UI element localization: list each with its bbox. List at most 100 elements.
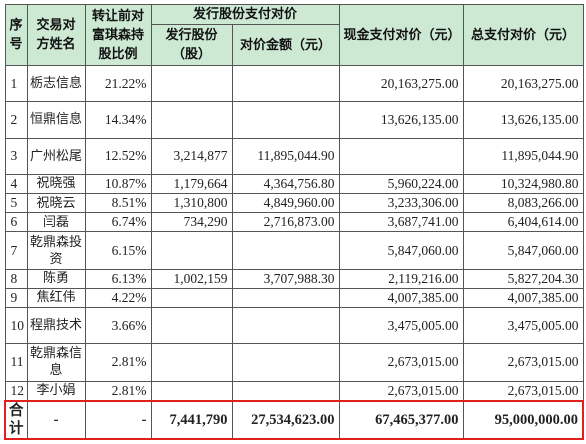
cell-ratio: 14.34% <box>84 101 152 139</box>
cell-cash <box>338 137 464 175</box>
cell-share-amount: 11,895,044.90 <box>231 137 340 175</box>
cell-ratio: 8.51% <box>84 192 152 214</box>
cell-total: 20,163,275.00 <box>462 64 584 103</box>
cell-seq: 1 <box>4 64 28 103</box>
cell-name: 乾鼎森投资 <box>26 231 86 270</box>
header-ratio: 转让前对富琪森持股比例 <box>84 4 152 66</box>
cell-share-amount: 4,849,960.00 <box>231 192 340 214</box>
cell-share-amount <box>231 287 340 309</box>
cell-cash: 3,475,005.00 <box>338 307 464 345</box>
total-cash: 67,465,377.00 <box>338 400 464 440</box>
cell-seq: 2 <box>4 101 28 139</box>
cell-ratio: 3.66% <box>84 307 152 345</box>
total-ratio: - <box>84 400 152 440</box>
cell-seq: 3 <box>4 137 28 175</box>
cell-total: 5,827,204.30 <box>462 268 584 289</box>
header-share-amount: 对价金额（元） <box>231 24 340 66</box>
table-row: 4 祝晓强 10.87% 1,179,664 4,364,756.80 5,960,224… <box>4 173 584 194</box>
cell-shares <box>150 307 233 345</box>
cell-shares <box>150 64 233 103</box>
cell-ratio: 4.22% <box>84 287 152 309</box>
cell-cash: 2,673,015.00 <box>338 380 464 402</box>
cell-cash: 2,673,015.00 <box>338 343 464 382</box>
cell-seq: 7 <box>4 231 28 270</box>
table-row: 7 乾鼎森投资 6.15% 5,847,060.00 5,847,060.00 <box>4 231 584 270</box>
table-row: 11 乾鼎森信息 2.81% 2,673,015.00 2,673,015.00 <box>4 343 584 382</box>
cell-cash: 5,960,224.00 <box>338 173 464 194</box>
cell-ratio: 2.81% <box>84 343 152 382</box>
table-row: 8 陈勇 6.13% 1,002,159 3,707,988.30 2,119,216.0… <box>4 268 584 289</box>
cell-ratio: 10.87% <box>84 173 152 194</box>
cell-total: 2,673,015.00 <box>462 343 584 382</box>
cell-total: 4,007,385.00 <box>462 287 584 309</box>
cell-shares <box>150 380 233 402</box>
cell-shares: 3,214,877 <box>150 137 233 175</box>
cell-shares <box>150 287 233 309</box>
cell-ratio: 6.74% <box>84 212 152 233</box>
cell-name: 栃志信息 <box>26 64 86 103</box>
cell-share-amount: 3,707,988.30 <box>231 268 340 289</box>
cell-shares: 1,310,800 <box>150 192 233 214</box>
cell-cash: 3,233,306.00 <box>338 192 464 214</box>
cell-share-amount <box>231 101 340 139</box>
cell-seq: 12 <box>4 380 28 402</box>
cell-name: 程鼎技术 <box>26 307 86 345</box>
cell-shares <box>150 343 233 382</box>
total-total: 95,000,000.00 <box>462 400 585 440</box>
cell-shares <box>150 231 233 270</box>
cell-share-amount <box>231 380 340 402</box>
cell-name: 祝晓云 <box>26 192 86 214</box>
cell-share-amount <box>231 231 340 270</box>
cell-cash: 2,119,216.00 <box>338 268 464 289</box>
cell-name: 闫磊 <box>26 212 86 233</box>
header-cash: 现金支付对价（元） <box>338 4 464 66</box>
header-party: 交易对方姓名 <box>26 4 86 66</box>
cell-seq: 8 <box>4 268 28 289</box>
header-share-payment: 发行股份支付对价 <box>150 4 340 25</box>
cell-cash: 4,007,385.00 <box>338 287 464 309</box>
cell-name: 焦红伟 <box>26 287 86 309</box>
cell-total: 5,847,060.00 <box>462 231 584 270</box>
total-shares: 7,441,790 <box>150 400 233 440</box>
total-share-amount: 27,534,623.00 <box>231 400 340 440</box>
cell-total: 8,083,266.00 <box>462 192 584 214</box>
table-row: 1 栃志信息 21.22% 20,163,275.00 20,163,275.00 <box>4 64 584 103</box>
table-row: 2 恒鼎信息 14.34% 13,626,135.00 13,626,135.00 <box>4 101 584 139</box>
table-row: 10 程鼎技术 3.66% 3,475,005.00 3,475,005.00 <box>4 307 584 345</box>
cell-cash: 13,626,135.00 <box>338 101 464 139</box>
cell-total: 6,404,614.00 <box>462 212 584 233</box>
cell-total: 10,324,980.80 <box>462 173 584 194</box>
total-row: 合计 - - 7,441,790 27,534,623.00 67,465,37… <box>4 400 585 440</box>
cell-shares: 734,290 <box>150 212 233 233</box>
cell-total: 13,626,135.00 <box>462 101 584 139</box>
consideration-table: 序号 交易对方姓名 转让前对富琪森持股比例 发行股份支付对价 现金支付对价（元）… <box>4 4 585 440</box>
cell-name: 恒鼎信息 <box>26 101 86 139</box>
cell-share-amount: 2,716,873.00 <box>231 212 340 233</box>
total-name: - <box>26 400 86 440</box>
cell-seq: 9 <box>4 287 28 309</box>
table-row: 3 广州松尾 12.52% 3,214,877 11,895,044.90 11,895,… <box>4 137 584 175</box>
cell-ratio: 2.81% <box>84 380 152 402</box>
header-total: 总支付对价（元） <box>462 4 584 66</box>
cell-name: 广州松尾 <box>26 137 86 175</box>
header-seq: 序号 <box>4 4 28 66</box>
cell-name: 李小娟 <box>26 380 86 402</box>
cell-name: 陈勇 <box>26 268 86 289</box>
table-row: 5 祝晓云 8.51% 1,310,800 4,849,960.00 3,233,306.… <box>4 192 584 214</box>
table-row: 6 闫磊 6.74% 734,290 2,716,873.00 3,687,741.00 6… <box>4 212 584 233</box>
cell-ratio: 21.22% <box>84 64 152 103</box>
cell-ratio: 6.13% <box>84 268 152 289</box>
table-body: 1 栃志信息 21.22% 20,163,275.00 20,163,275.00 2 恒鼎… <box>4 64 584 402</box>
cell-shares: 1,179,664 <box>150 173 233 194</box>
cell-seq: 5 <box>4 192 28 214</box>
cell-seq: 10 <box>4 307 28 345</box>
cell-share-amount: 4,364,756.80 <box>231 173 340 194</box>
cell-seq: 6 <box>4 212 28 233</box>
cell-ratio: 6.15% <box>84 231 152 270</box>
cell-name: 乾鼎森信息 <box>26 343 86 382</box>
total-label: 合计 <box>4 400 28 440</box>
cell-shares: 1,002,159 <box>150 268 233 289</box>
cell-seq: 11 <box>4 343 28 382</box>
cell-shares <box>150 101 233 139</box>
cell-total: 11,895,044.90 <box>462 137 584 175</box>
